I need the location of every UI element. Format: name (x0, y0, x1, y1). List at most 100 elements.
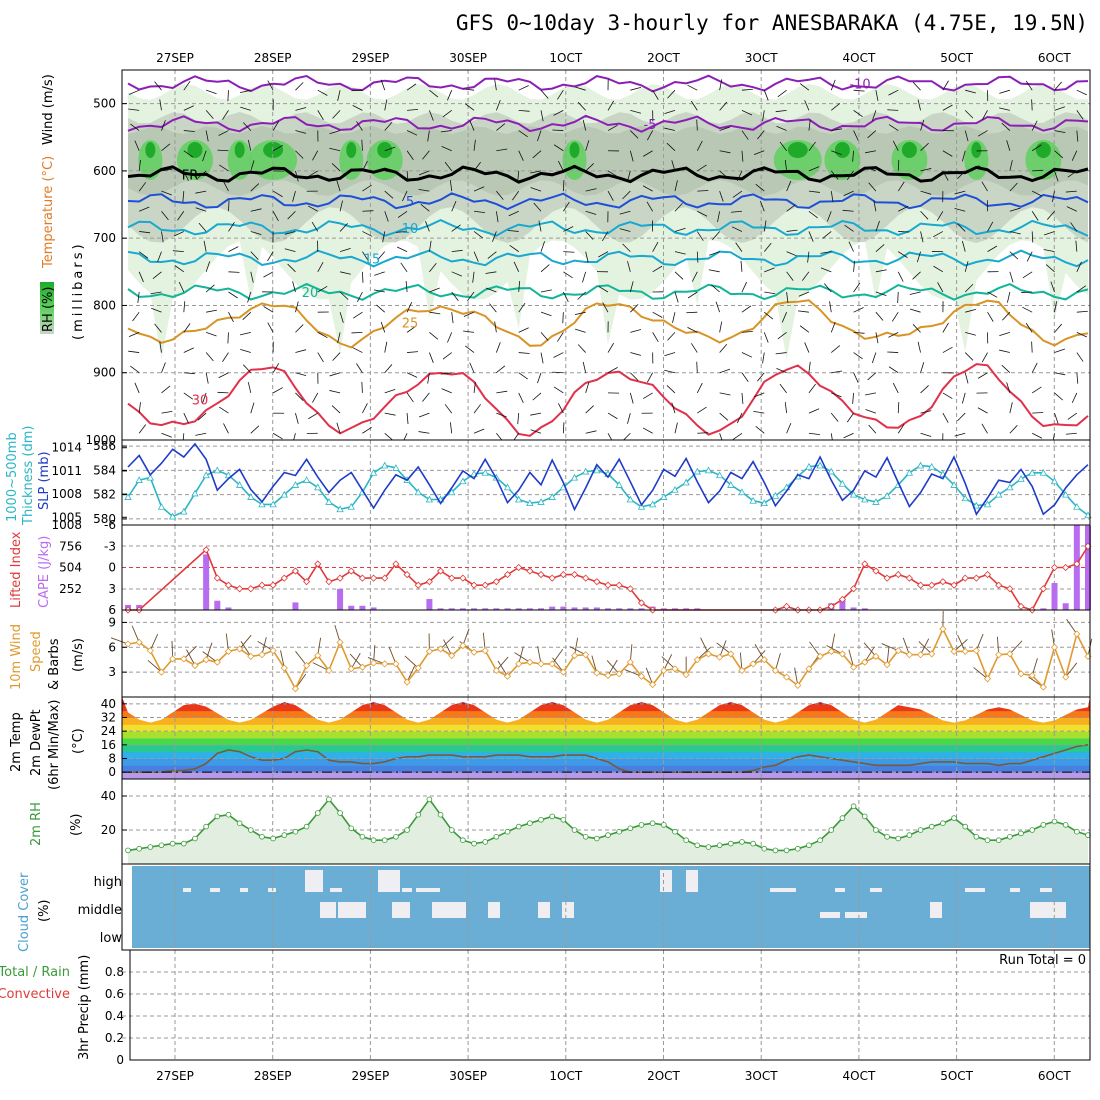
upper-barb-422 (652, 241, 659, 252)
upper-barb-56 (205, 130, 209, 142)
cloud-block-9 (320, 902, 336, 918)
upper-barb-463 (690, 343, 698, 353)
upper-barb-365 (585, 188, 597, 192)
upper-barb-160 (308, 412, 318, 420)
upper-barb-91 (240, 106, 251, 111)
wind-line-pt-64 (838, 650, 846, 658)
cape-bar-41 (582, 607, 589, 610)
upper-barb-75 (217, 149, 229, 152)
upper-barb-480 (719, 321, 723, 333)
temp-contour-7 (127, 299, 1089, 349)
upper-barb-245 (429, 311, 441, 315)
upper-barb-726 (1031, 211, 1039, 221)
cloud-cover-panel: high middle low (78, 863, 1091, 951)
wind-barb-26 (404, 655, 419, 669)
upper-barb-360 (575, 86, 586, 91)
upper-barb-119 (263, 306, 274, 313)
li-line-pt-38 (548, 574, 556, 582)
upper-barb-67 (205, 352, 214, 362)
rh-core-5 (377, 142, 393, 158)
upper-barb-455 (697, 190, 709, 192)
thickness-tick-3: 586 (93, 439, 116, 453)
cloud-middle-label: middle (78, 903, 122, 918)
upper-barb-225 (400, 262, 408, 273)
rh2m-pt-61 (806, 842, 812, 849)
wind-line-pt-0 (124, 640, 132, 648)
bottom-date-8: 5OCT (940, 1069, 973, 1083)
upper-barb-117 (263, 271, 274, 278)
upper-barb-494 (735, 242, 743, 252)
upper-barb-552 (799, 325, 810, 333)
upper-barb-734 (1031, 362, 1038, 373)
upper-barb-325 (540, 110, 544, 122)
upper-barb-342 (557, 89, 564, 100)
thickness-line-pt-5 (180, 507, 188, 515)
upper-barb-271 (465, 103, 475, 111)
temp-contour-4 (127, 218, 1089, 237)
rh2m-area (128, 799, 1088, 864)
upper-barb-538 (784, 402, 788, 414)
upper-barb-764 (1075, 240, 1078, 252)
upper-barb-423 (652, 265, 663, 273)
upper-barb-766 (1076, 285, 1087, 293)
upper-barb-125 (272, 432, 283, 440)
upper-barb-553 (804, 342, 810, 353)
rh2m-pt-84 (1062, 822, 1069, 828)
cloud-high-label: high (94, 875, 122, 890)
rh2m-pt-36 (527, 820, 533, 826)
wind-barb-24 (388, 646, 397, 665)
li-line-pt-84 (1062, 563, 1070, 572)
upper-barb-397 (630, 109, 642, 114)
cloud-block-17 (686, 870, 698, 892)
upper-barb-763 (1070, 222, 1078, 232)
upper-barb-720 (1025, 80, 1033, 91)
upper-barb-298 (485, 287, 497, 293)
upper-barb-14 (130, 365, 140, 374)
wind-line-pt-78 (995, 651, 1003, 659)
upper-barb-229 (407, 351, 419, 353)
upper-barb-18 (154, 81, 162, 91)
li-line-pt-83 (1050, 563, 1059, 572)
thickness-line-pt-67 (872, 498, 880, 505)
upper-barb-107 (250, 425, 260, 434)
convective-label: Convective (0, 987, 70, 1002)
upper-barb-216 (406, 83, 417, 91)
upper-barb-78 (228, 200, 230, 212)
cape-bar-51 (694, 608, 701, 610)
wind-line-pt-66 (861, 658, 869, 666)
rh-core-1 (187, 142, 203, 158)
li-line-pt-63 (827, 602, 835, 611)
upper-barb-207 (374, 271, 385, 276)
upper-barb-580 (846, 170, 854, 181)
rh2m-pt-71 (917, 827, 924, 833)
upper-barb-646 (920, 410, 932, 414)
upper-barb-257 (449, 180, 453, 192)
upper-barb-718 (1009, 402, 1013, 414)
upper-barb-25 (161, 231, 164, 243)
upper-barb-519 (753, 392, 765, 398)
upper-barb-544 (808, 166, 820, 172)
thickness-line-pt-1 (135, 476, 143, 483)
precip-tick-2: 0.4 (105, 1009, 124, 1023)
cape-li-panel: 6 3 0 -3 -6 252 504 756 1008 (51, 518, 1092, 617)
wind-barb-52 (700, 637, 709, 655)
upper-barb-631 (917, 99, 921, 111)
li-line-pt-66 (861, 560, 869, 568)
upper-barb-404 (622, 243, 631, 252)
upper-barb-73 (222, 110, 229, 120)
thickness-line-pt-52 (704, 466, 713, 474)
upper-barb-82 (228, 291, 238, 299)
upper-barb-288 (494, 79, 497, 91)
thickness-line-pt-11 (247, 493, 255, 500)
precip-tick-3: 0.6 (105, 987, 124, 1001)
upper-barb-618 (898, 205, 909, 212)
rh2m-pt-64 (839, 815, 846, 821)
upper-barb-358 (557, 403, 564, 414)
upper-barb-449 (674, 422, 678, 434)
upper-barb-743 (1052, 191, 1055, 202)
upper-barb-669 (961, 150, 966, 162)
upper-barb-672 (954, 208, 966, 212)
rh2m-pt-69 (895, 835, 902, 842)
upper-barb-23 (161, 190, 172, 196)
upper-barb-773 (1065, 432, 1077, 435)
